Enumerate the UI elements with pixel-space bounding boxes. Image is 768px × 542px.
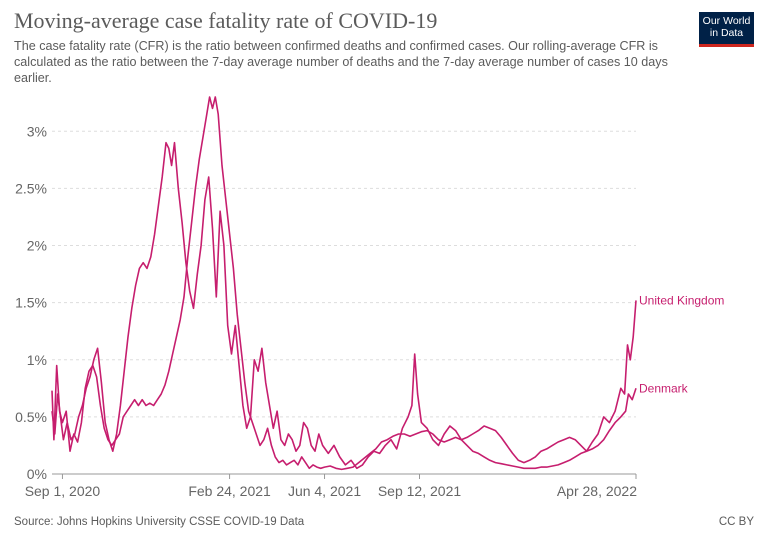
x-axis-ticks: Sep 1, 2020 Feb 24, 2021 Jun 4, 2021 Sep 12… [25, 473, 637, 499]
y-tick-label: 0.5% [15, 409, 47, 425]
y-axis-ticks: 0% 0.5% 1% 1.5% 2% 2.5% 3% [15, 123, 47, 482]
logo-line-1: Our World [702, 15, 751, 27]
x-tick-label: Sep 1, 2020 [25, 483, 101, 499]
x-tick-label: Apr 28, 2022 [557, 483, 637, 499]
x-tick-label: Sep 12, 2021 [378, 483, 462, 499]
y-tick-label: 1% [27, 352, 47, 368]
y-tick-label: 2% [27, 238, 47, 254]
grid-lines [52, 130, 636, 418]
series-lines [51, 96, 637, 471]
series-line[interactable] [51, 96, 637, 471]
y-tick-label: 2.5% [15, 180, 47, 196]
y-tick-label: 0% [27, 466, 47, 482]
series-labels: United Kingdom Denmark [639, 293, 724, 395]
logo-accent-bar [699, 44, 754, 47]
series-label[interactable]: United Kingdom [639, 293, 724, 307]
source-note[interactable]: Source: Johns Hopkins University CSSE CO… [14, 516, 305, 528]
chart-title: Moving-average case fatality rate of COV… [14, 8, 438, 33]
series-label[interactable]: Denmark [639, 381, 689, 395]
y-tick-label: 3% [27, 123, 47, 139]
chart-subtitle: The case fatality rate (CFR) is the rati… [14, 39, 668, 85]
x-tick-label: Jun 4, 2021 [288, 483, 361, 499]
x-tick-label: Feb 24, 2021 [188, 483, 271, 499]
license-note[interactable]: CC BY [718, 516, 754, 528]
y-tick-label: 1.5% [15, 295, 47, 311]
series-line[interactable] [51, 141, 637, 470]
owid-logo[interactable]: Our World in Data [699, 12, 754, 47]
logo-line-2: in Data [709, 27, 744, 39]
